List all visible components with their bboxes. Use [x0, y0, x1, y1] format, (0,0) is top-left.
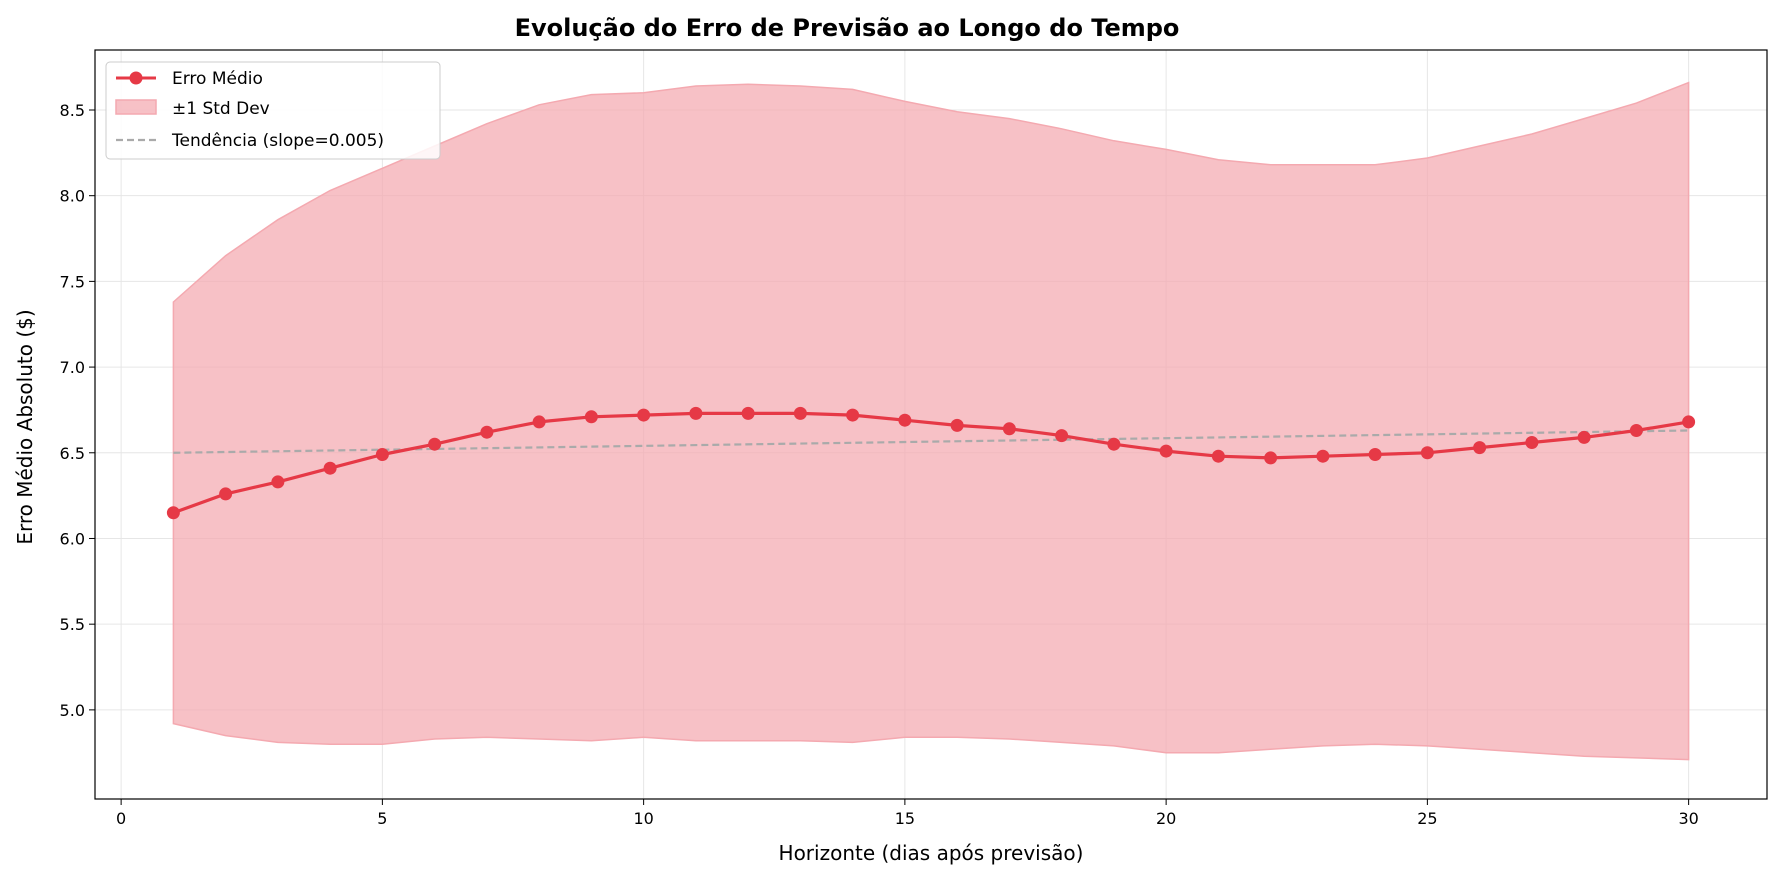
mean-error-point — [1264, 451, 1278, 465]
y-tick-label: 6.5 — [60, 444, 85, 463]
y-tick-label: 7.5 — [60, 272, 85, 291]
legend: Erro Médio ±1 Std Dev Tendência (slope=0… — [105, 61, 441, 160]
y-tick-label: 7.0 — [60, 358, 85, 377]
mean-error-line — [172, 411, 1689, 515]
y-tick-label: 8.5 — [60, 101, 85, 120]
legend-label-mean: Erro Médio — [172, 69, 263, 89]
x-tick-label: 10 — [633, 809, 653, 828]
y-tick-label: 5.0 — [60, 701, 85, 720]
legend-label-band: ±1 Std Dev — [172, 99, 270, 119]
mean-error-point — [1577, 430, 1591, 444]
mean-error-point — [1420, 446, 1434, 460]
mean-error-point — [1368, 447, 1382, 461]
mean-error-point — [793, 406, 807, 420]
legend-entry-mean: Erro Médio — [116, 69, 263, 89]
x-tick-label: 0 — [116, 809, 126, 828]
x-axis-label: Horizonte (dias após previsão) — [779, 841, 1084, 865]
mean-error-point — [166, 506, 180, 520]
mean-error-point — [1682, 415, 1696, 429]
std-dev-band — [172, 81, 1690, 761]
x-tick-label: 5 — [377, 809, 387, 828]
plot-frame — [94, 49, 1768, 800]
mean-error-point — [323, 461, 337, 475]
y-tick-label: 6.0 — [60, 529, 85, 548]
chart-title: Evolução do Erro de Previsão ao Longo do… — [515, 14, 1180, 42]
x-tick-label: 15 — [895, 809, 915, 828]
mean-error-point — [428, 437, 442, 451]
mean-error-point — [1525, 435, 1539, 449]
mean-error-point — [637, 408, 651, 422]
mean-error-point — [689, 406, 703, 420]
mean-error-point — [1055, 429, 1069, 443]
mean-error-point — [584, 410, 598, 424]
legend-mean-marker-swatch — [129, 71, 143, 85]
y-tick-label: 8.0 — [60, 187, 85, 206]
mean-error-point — [1002, 422, 1016, 436]
legend-label-trend: Tendência (slope=0.005) — [171, 131, 384, 151]
x-tick-label: 30 — [1678, 809, 1698, 828]
y-axis-label: Erro Médio Absoluto ($) — [13, 309, 37, 544]
x-tick-label: 25 — [1417, 809, 1437, 828]
x-tick-label: 20 — [1156, 809, 1176, 828]
mean-error-point — [532, 415, 546, 429]
mean-error-point — [1473, 441, 1487, 455]
y-tick-label: 5.5 — [60, 615, 85, 634]
mean-error-point — [1211, 449, 1225, 463]
mean-error-point — [271, 475, 285, 489]
mean-error-point — [1159, 444, 1173, 458]
mean-error-point — [480, 425, 494, 439]
legend-entry-band: ±1 Std Dev — [115, 99, 270, 119]
mean-error-point — [846, 408, 860, 422]
mean-error-point — [375, 447, 389, 461]
mean-error-point — [1629, 423, 1643, 437]
mean-line-layer — [166, 406, 1696, 520]
legend-box — [105, 61, 441, 160]
std-band-layer — [172, 81, 1690, 761]
mean-error-point — [1107, 437, 1121, 451]
legend-band-swatch — [115, 99, 157, 115]
mean-error-point — [741, 406, 755, 420]
mean-error-point — [219, 487, 233, 501]
mean-error-point — [898, 413, 912, 427]
mean-error-point — [1316, 449, 1330, 463]
mean-error-point — [950, 418, 964, 432]
axes: 0 5 10 15 20 25 30 5.0 5.5 6.0 6.5 7.0 7.5 8.0 8.5 — [60, 49, 1768, 828]
legend-entry-trend: Tendência (slope=0.005) — [116, 131, 384, 151]
